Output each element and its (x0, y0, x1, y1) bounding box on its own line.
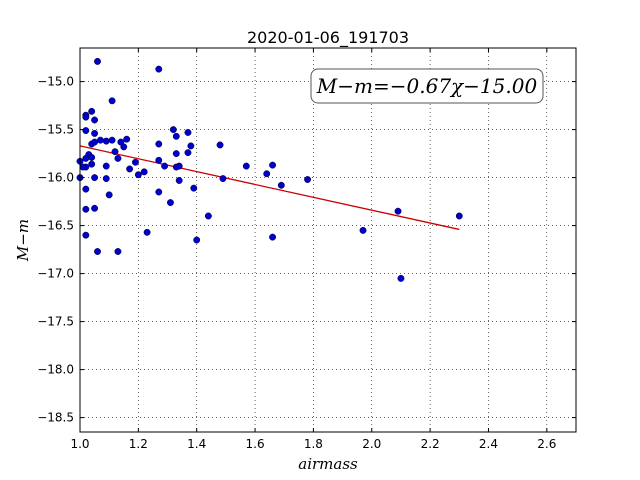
x-tick-label: 1.0 (70, 437, 89, 451)
y-tick-label: −17.5 (37, 315, 74, 329)
data-point (120, 143, 128, 151)
data-point (82, 185, 90, 193)
data-point (96, 136, 104, 144)
data-point (102, 162, 110, 170)
y-tick-label: −16.0 (37, 171, 74, 185)
data-point (455, 212, 463, 220)
data-point (397, 274, 405, 282)
x-tick-label: 2.6 (537, 437, 556, 451)
x-tick-label: 1.2 (129, 437, 148, 451)
data-point (204, 212, 212, 220)
data-point (193, 236, 201, 244)
data-point (82, 113, 90, 121)
data-point (88, 107, 96, 115)
data-point (263, 170, 271, 178)
x-tick-label: 2.4 (479, 437, 498, 451)
y-tick-label: −16.5 (37, 219, 74, 233)
data-point (102, 175, 110, 183)
data-point (219, 175, 227, 183)
fit-line-layer (79, 145, 460, 231)
data-point (91, 174, 99, 182)
data-point (359, 226, 367, 234)
data-point (155, 156, 163, 164)
data-point (190, 184, 198, 192)
x-tick-label: 2.0 (362, 437, 381, 451)
data-point (166, 199, 174, 207)
data-point (172, 150, 180, 158)
data-point (242, 162, 250, 170)
data-point (94, 248, 101, 255)
data-point (114, 248, 122, 255)
data-point (79, 163, 87, 171)
plot-frame (79, 47, 577, 433)
data-point (111, 148, 119, 156)
data-point (88, 153, 96, 161)
data-point (216, 141, 224, 149)
data-point (131, 158, 139, 166)
data-point (304, 176, 312, 183)
data-point (82, 205, 90, 213)
fit-equation-box: M−m=−0.67χ−15.00 (310, 68, 544, 104)
y-tick-label: −18.5 (37, 411, 74, 425)
data-point (91, 138, 99, 146)
data-point (269, 233, 277, 241)
data-point (184, 149, 192, 157)
fit-line (79, 145, 460, 231)
data-point (91, 116, 99, 124)
x-tick-label: 2.2 (421, 437, 440, 451)
data-point (169, 126, 177, 134)
data-point (161, 162, 169, 170)
data-point (91, 204, 99, 212)
data-point (94, 57, 101, 65)
data-point (143, 228, 151, 236)
x-tick-label: 1.8 (304, 437, 323, 451)
data-point (140, 168, 148, 176)
data-point (123, 135, 131, 143)
data-point (88, 160, 96, 168)
data-point (184, 129, 192, 136)
data-point (102, 137, 110, 145)
data-point (82, 231, 90, 239)
data-point (277, 181, 285, 189)
x-tick-label: 1.4 (187, 437, 206, 451)
data-point (155, 188, 163, 196)
data-point (134, 171, 142, 179)
data-point (82, 127, 90, 135)
y-tick-label: −15.0 (37, 75, 74, 89)
data-point (187, 142, 195, 150)
data-point (155, 140, 163, 148)
chart-title: 2020-01-06_191703 (247, 28, 409, 48)
fit-equation: M−m=−0.67χ−15.00 (316, 74, 538, 98)
y-tick-label: −17.0 (37, 267, 74, 281)
y-tick-label: −18.0 (37, 363, 74, 377)
x-axis-label: airmass (298, 455, 358, 473)
data-point (175, 162, 183, 170)
data-point (105, 191, 113, 199)
data-point (172, 132, 180, 140)
data-point (108, 97, 116, 105)
data-point (126, 165, 134, 173)
axis-ticks: 1.0 1.2 1.4 1.6 1.8 2.0 2.2 2.4 2.6 −15.0 −15.5 −16… (37, 48, 576, 451)
data-points (76, 57, 463, 282)
data-point (269, 161, 277, 169)
data-point (155, 65, 163, 73)
data-point (394, 207, 402, 215)
data-point (108, 136, 116, 144)
x-tick-label: 1.6 (246, 437, 265, 451)
y-axis-label: M−m (14, 219, 32, 262)
y-tick-label: −15.5 (37, 123, 74, 137)
data-point (91, 129, 99, 137)
data-point (175, 177, 183, 184)
data-point (82, 154, 90, 162)
data-point (114, 154, 122, 162)
